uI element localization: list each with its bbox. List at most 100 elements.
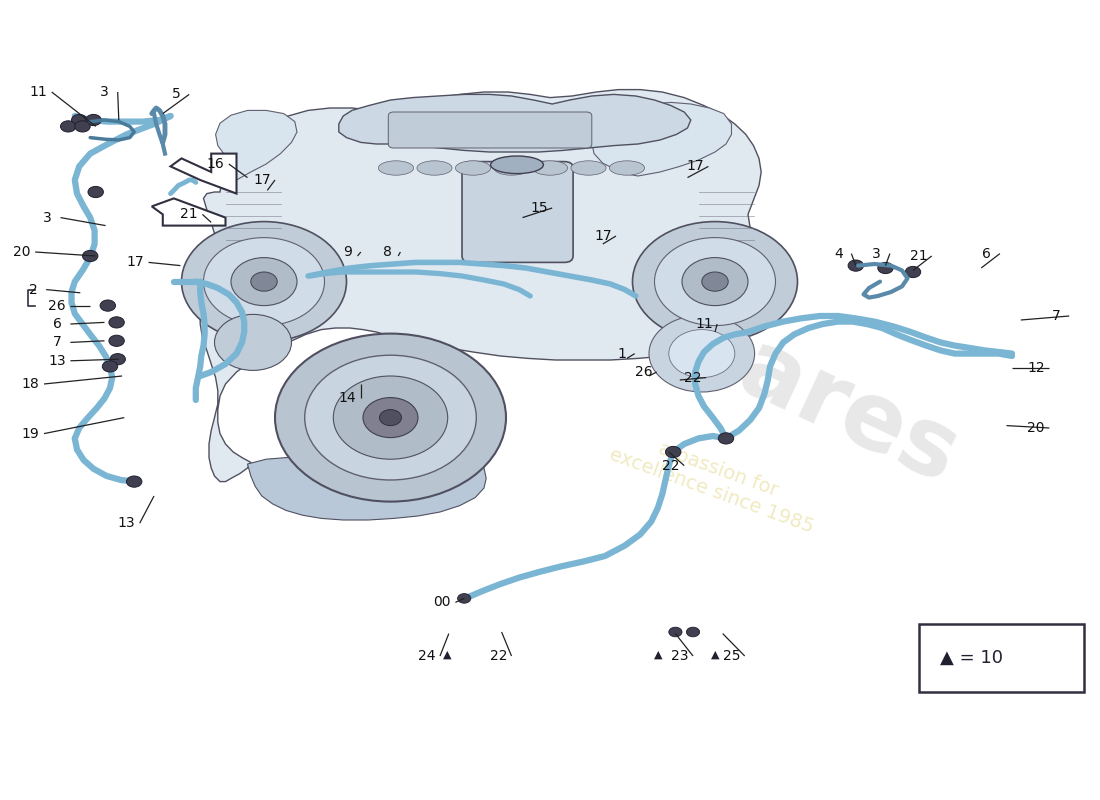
Polygon shape: [170, 154, 236, 194]
Text: a passion for
excellence since 1985: a passion for excellence since 1985: [606, 424, 824, 536]
Text: 3: 3: [43, 210, 52, 225]
Circle shape: [848, 260, 864, 271]
Text: 12: 12: [1027, 361, 1045, 375]
Text: 17: 17: [126, 255, 144, 270]
Text: eurospares: eurospares: [392, 168, 972, 504]
Circle shape: [305, 355, 476, 480]
FancyBboxPatch shape: [918, 624, 1084, 692]
FancyBboxPatch shape: [388, 112, 592, 148]
Ellipse shape: [417, 161, 452, 175]
Polygon shape: [152, 198, 226, 226]
Text: ▲: ▲: [443, 650, 452, 659]
Ellipse shape: [494, 161, 529, 175]
Polygon shape: [592, 102, 732, 176]
Circle shape: [82, 250, 98, 262]
Text: 6: 6: [53, 317, 62, 331]
Text: ▲: ▲: [653, 650, 662, 659]
Circle shape: [126, 476, 142, 487]
Circle shape: [75, 121, 90, 132]
Text: 17: 17: [686, 159, 704, 174]
Circle shape: [379, 410, 401, 426]
Text: 13: 13: [118, 516, 135, 530]
Circle shape: [251, 272, 277, 291]
Text: 26: 26: [48, 298, 66, 313]
Circle shape: [88, 186, 103, 198]
Text: 22: 22: [684, 370, 702, 385]
Circle shape: [214, 314, 292, 370]
Text: 19: 19: [22, 426, 40, 441]
Circle shape: [669, 330, 735, 378]
Circle shape: [110, 354, 125, 365]
Text: 1: 1: [617, 346, 626, 361]
Circle shape: [718, 433, 734, 444]
Text: 17: 17: [253, 173, 271, 187]
Circle shape: [102, 361, 118, 372]
Text: ▲: ▲: [711, 650, 719, 659]
Text: 11: 11: [695, 317, 713, 331]
Ellipse shape: [609, 161, 645, 175]
Text: 3: 3: [872, 246, 881, 261]
Polygon shape: [200, 90, 768, 482]
Text: 20: 20: [13, 245, 31, 259]
Text: 17: 17: [594, 229, 612, 243]
Circle shape: [666, 446, 681, 458]
Text: 7: 7: [1052, 309, 1060, 323]
Text: 16: 16: [207, 157, 224, 171]
Circle shape: [86, 114, 101, 126]
Circle shape: [182, 222, 346, 342]
Ellipse shape: [455, 161, 491, 175]
Text: 18: 18: [22, 377, 40, 391]
Ellipse shape: [378, 161, 414, 175]
Text: 23: 23: [671, 649, 689, 663]
Ellipse shape: [532, 161, 568, 175]
Circle shape: [905, 266, 921, 278]
Text: 8: 8: [383, 245, 392, 259]
Circle shape: [72, 114, 87, 126]
Polygon shape: [339, 94, 691, 152]
Text: 14: 14: [339, 390, 356, 405]
Text: 22: 22: [662, 458, 680, 473]
Circle shape: [363, 398, 418, 438]
Circle shape: [702, 272, 728, 291]
FancyBboxPatch shape: [462, 162, 573, 262]
Text: 15: 15: [530, 201, 548, 215]
Circle shape: [109, 335, 124, 346]
Circle shape: [100, 300, 116, 311]
Circle shape: [682, 258, 748, 306]
Circle shape: [204, 238, 324, 326]
Circle shape: [333, 376, 448, 459]
Text: 20: 20: [1027, 421, 1045, 435]
Circle shape: [649, 315, 755, 392]
Text: 11: 11: [30, 85, 47, 99]
Text: 2: 2: [29, 282, 37, 297]
Circle shape: [458, 594, 471, 603]
Ellipse shape: [571, 161, 606, 175]
Circle shape: [669, 627, 682, 637]
Circle shape: [654, 238, 776, 326]
Text: 24: 24: [418, 649, 436, 663]
Circle shape: [878, 262, 893, 274]
Circle shape: [632, 222, 798, 342]
Ellipse shape: [491, 156, 543, 174]
Circle shape: [109, 317, 124, 328]
Text: ▲ = 10: ▲ = 10: [940, 649, 1003, 667]
Text: 5: 5: [172, 87, 180, 102]
Text: 13: 13: [48, 354, 66, 368]
Polygon shape: [248, 451, 486, 520]
Text: 7: 7: [53, 335, 62, 350]
Text: 25: 25: [723, 649, 740, 663]
Polygon shape: [216, 110, 297, 180]
Circle shape: [275, 334, 506, 502]
Circle shape: [231, 258, 297, 306]
Text: 26: 26: [635, 365, 652, 379]
Text: 6: 6: [982, 246, 991, 261]
Circle shape: [686, 627, 700, 637]
Text: 4: 4: [834, 246, 843, 261]
Circle shape: [60, 121, 76, 132]
Text: 9: 9: [343, 245, 352, 259]
Text: 21: 21: [180, 207, 198, 222]
Text: 00: 00: [433, 595, 451, 610]
Text: 22: 22: [490, 649, 507, 663]
Text: 21: 21: [910, 249, 927, 263]
Text: 3: 3: [100, 85, 109, 99]
